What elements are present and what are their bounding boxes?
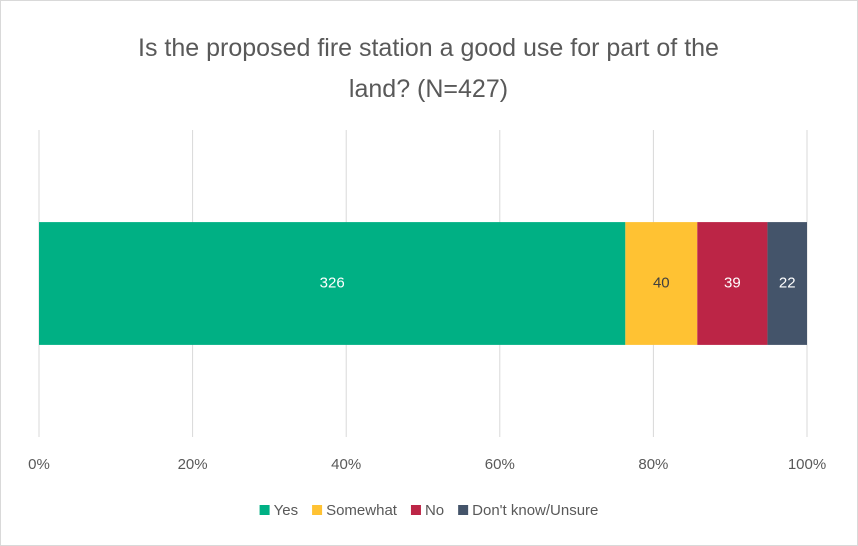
x-tick-label: 80% — [638, 456, 668, 473]
legend-label: Yes — [274, 502, 298, 519]
bar-segment — [697, 222, 768, 345]
data-label: 22 — [779, 274, 796, 291]
x-tick-label: 0% — [28, 456, 50, 473]
bar-segment — [39, 222, 626, 345]
legend-label: No — [425, 502, 444, 519]
legend-label: Somewhat — [326, 502, 398, 519]
legend-swatch — [458, 505, 469, 515]
chart-title: Is the proposed fire station a good use … — [138, 34, 719, 103]
legend-swatch — [312, 505, 323, 515]
x-tick-label: 100% — [788, 456, 826, 473]
legend-swatch — [410, 505, 421, 515]
x-tick-label: 20% — [178, 456, 208, 473]
bar-segment — [625, 222, 698, 345]
data-label: 39 — [724, 274, 741, 291]
data-label: 40 — [653, 274, 670, 291]
legend-label: Don't know/Unsure — [472, 502, 598, 519]
bar-segment — [767, 222, 807, 345]
data-label: 326 — [320, 274, 345, 291]
x-tick-label: 60% — [485, 456, 515, 473]
x-tick-label: 40% — [331, 456, 361, 473]
legend-swatch — [259, 505, 270, 515]
